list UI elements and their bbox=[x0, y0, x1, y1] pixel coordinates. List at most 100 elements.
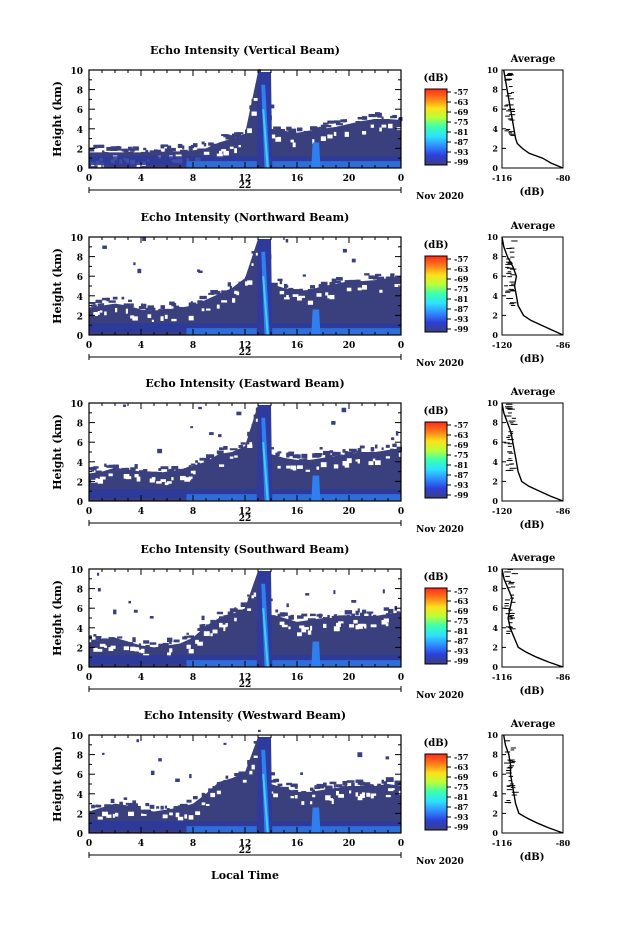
echo-gap bbox=[216, 304, 220, 309]
colorbar-tick-label: -57 bbox=[454, 87, 468, 97]
echo-gap bbox=[160, 479, 166, 483]
echo-gap bbox=[336, 790, 340, 796]
echo-speckle bbox=[288, 451, 295, 457]
echo-gap bbox=[232, 298, 236, 303]
avg-y-tick-label: 10 bbox=[487, 564, 499, 574]
echo-speckle bbox=[108, 464, 115, 468]
date-month-year: Nov 2020 bbox=[416, 857, 464, 867]
echo-speckle bbox=[372, 614, 377, 618]
echo-speckle bbox=[190, 426, 194, 429]
echo-speckle bbox=[299, 288, 304, 292]
echo-speckle bbox=[357, 608, 360, 613]
echo-speckle bbox=[93, 144, 98, 149]
echo-speckle bbox=[271, 447, 275, 450]
echo-speckle bbox=[258, 69, 262, 74]
colorbar-tick-label: -57 bbox=[454, 420, 468, 430]
echo-speckle bbox=[227, 611, 234, 616]
echo-speckle bbox=[383, 607, 390, 611]
echo-speckle bbox=[396, 446, 402, 452]
colorbar-tick-label: -93 bbox=[454, 314, 469, 324]
x-tick-label: 0 bbox=[86, 507, 92, 517]
echo-speckle bbox=[167, 308, 173, 312]
colorbar-unit: (dB) bbox=[424, 73, 449, 84]
echo-speckle bbox=[247, 760, 254, 765]
colorbar bbox=[424, 255, 448, 333]
echo-speckle bbox=[141, 303, 144, 308]
echo-speckle bbox=[229, 448, 238, 451]
echo-speckle bbox=[331, 451, 336, 456]
avg-y-tick-label: 0 bbox=[492, 496, 498, 506]
echo-gap bbox=[277, 136, 281, 140]
echo-gap bbox=[206, 308, 211, 311]
echo-gap bbox=[346, 287, 352, 292]
echo-speckle bbox=[201, 792, 205, 798]
echo-speckle bbox=[208, 788, 216, 793]
echo-speckle bbox=[214, 620, 222, 623]
echo-speckle bbox=[391, 437, 395, 441]
y-tick-label: 0 bbox=[77, 664, 83, 674]
colorbar-tick-label: -81 bbox=[454, 626, 468, 636]
echo-gap bbox=[329, 798, 334, 801]
echo-gap bbox=[307, 630, 312, 635]
echo-speckle bbox=[167, 469, 170, 472]
echo-speckle bbox=[218, 434, 222, 438]
echo-speckle bbox=[318, 613, 322, 619]
colorbar bbox=[424, 587, 448, 665]
echo-speckle bbox=[238, 771, 246, 776]
echo-speckle bbox=[327, 614, 330, 620]
echo-speckle bbox=[199, 457, 205, 461]
colorbar-tick-label: -57 bbox=[454, 586, 468, 596]
echo-speckle bbox=[143, 809, 152, 814]
x-tick-label: 4 bbox=[138, 507, 144, 517]
echo-gap bbox=[186, 478, 192, 481]
echo-gap bbox=[273, 793, 279, 798]
echo-speckle bbox=[149, 616, 154, 619]
echo-speckle bbox=[247, 597, 252, 600]
echo-gap bbox=[307, 300, 314, 305]
x-tick-label: 4 bbox=[138, 839, 144, 849]
echo-speckle bbox=[162, 642, 169, 648]
echo-speckle bbox=[359, 783, 367, 786]
echo-speckle bbox=[149, 471, 158, 475]
echo-speckle bbox=[147, 305, 155, 311]
x-tick-label: 4 bbox=[138, 673, 144, 683]
echo-speckle bbox=[197, 462, 201, 466]
echo-speckle bbox=[197, 300, 203, 304]
echo-speckle bbox=[381, 116, 384, 120]
echo-speckle bbox=[138, 643, 142, 648]
secondary-cell bbox=[311, 807, 321, 833]
echo-speckle bbox=[229, 608, 238, 613]
avg-y-tick-label: 0 bbox=[492, 828, 498, 838]
echo-speckle bbox=[190, 144, 194, 149]
echo-region bbox=[89, 404, 401, 501]
echo-speckle bbox=[381, 614, 387, 619]
y-tick-label: 8 bbox=[77, 87, 83, 97]
convective-core-line bbox=[262, 276, 269, 336]
echo-gap bbox=[299, 295, 306, 298]
echo-speckle bbox=[385, 613, 390, 616]
echo-speckle bbox=[175, 778, 180, 782]
colorbar-unit: (dB) bbox=[424, 240, 449, 251]
echo-speckle bbox=[102, 150, 105, 155]
avg-frame bbox=[501, 236, 564, 336]
echo-speckle bbox=[340, 282, 349, 286]
echo-speckle bbox=[125, 467, 130, 472]
echo-speckle bbox=[357, 116, 365, 120]
echo-gap bbox=[128, 811, 134, 817]
echo-speckle bbox=[325, 785, 333, 790]
low-band bbox=[89, 323, 401, 333]
echo-gap bbox=[134, 647, 140, 652]
echo-speckle bbox=[394, 780, 401, 786]
avg-y-tick-label: 2 bbox=[492, 642, 498, 652]
echo-speckle bbox=[106, 146, 112, 151]
colorbar-tick-label: -81 bbox=[454, 127, 468, 137]
echo-gap bbox=[251, 111, 257, 116]
echo-gap bbox=[125, 308, 128, 314]
echo-speckle bbox=[249, 431, 254, 436]
echo-gap bbox=[290, 139, 294, 143]
echo-speckle bbox=[93, 466, 99, 469]
x-tick-label: 8 bbox=[190, 341, 196, 351]
echo-speckle bbox=[323, 782, 327, 788]
echo-gap bbox=[188, 815, 194, 820]
echo-gap bbox=[104, 311, 107, 316]
